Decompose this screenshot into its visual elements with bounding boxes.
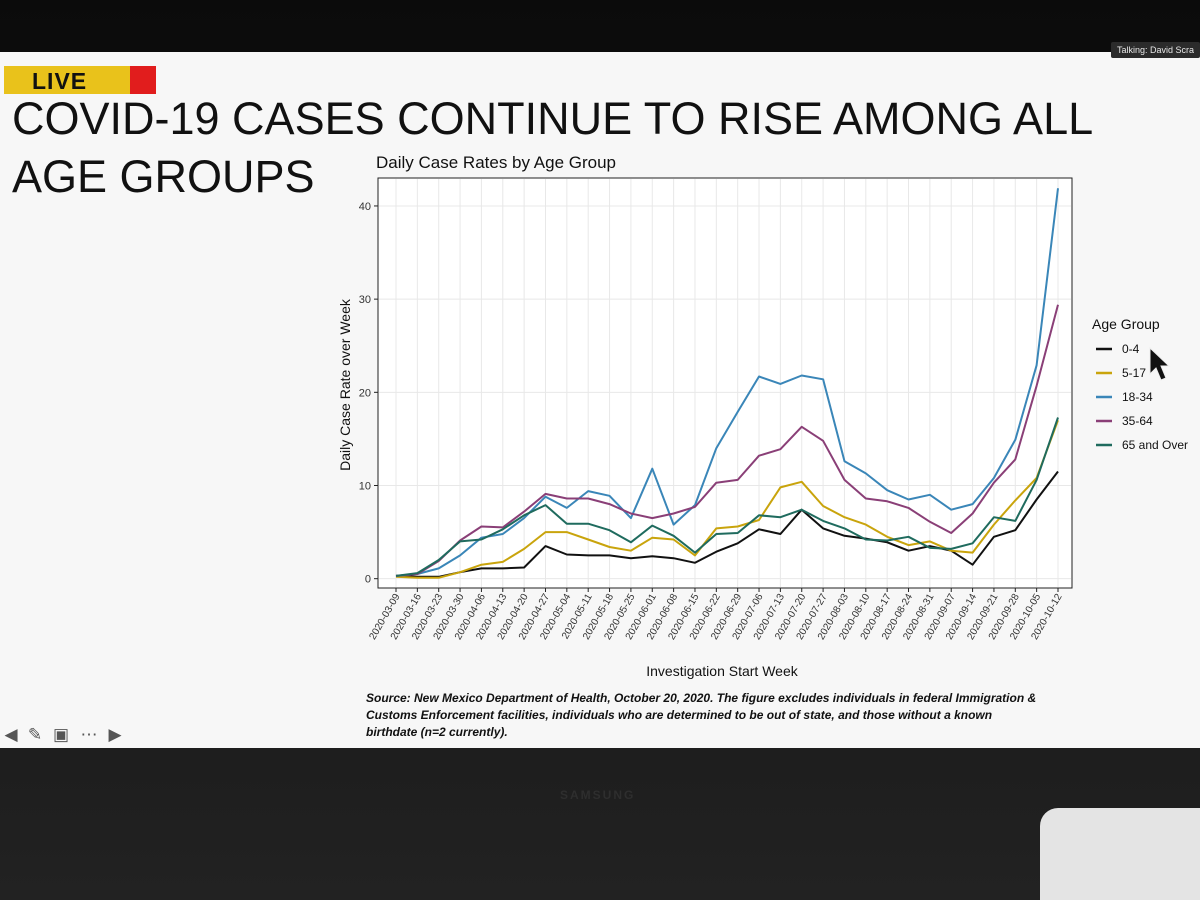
series-lines bbox=[395, 188, 1059, 579]
slide-title: COVID-19 CASES CONTINUE TO RISE AMONG AL… bbox=[12, 93, 1092, 202]
legend-label: 18-34 bbox=[1122, 390, 1153, 404]
x-axis-label: Investigation Start Week bbox=[646, 663, 798, 679]
y-axis-label: Daily Case Rate over Week bbox=[337, 298, 353, 471]
live-badge: LIVE bbox=[4, 66, 156, 94]
arrow-left-icon[interactable]: ◀ bbox=[4, 725, 18, 744]
legend: Age Group 0-4 5-17 18-34 35-64 65 and Over bbox=[1092, 316, 1188, 452]
legend-label: 0-4 bbox=[1122, 342, 1140, 356]
source-caption: Source: New Mexico Department of Health,… bbox=[366, 691, 1037, 739]
legend-items: 0-4 5-17 18-34 35-64 65 and Over bbox=[1096, 342, 1188, 452]
legend-label: 5-17 bbox=[1122, 366, 1146, 380]
series-line-65-and-over bbox=[395, 417, 1059, 577]
series-line-18-34 bbox=[395, 188, 1059, 577]
legend-label: 65 and Over bbox=[1122, 438, 1188, 452]
y-tick-label: 20 bbox=[359, 387, 371, 399]
y-tick-label: 30 bbox=[359, 294, 371, 306]
legend-label: 35-64 bbox=[1122, 414, 1153, 428]
pen-icon[interactable]: ✎ bbox=[27, 725, 43, 744]
y-tick-label: 10 bbox=[359, 481, 371, 493]
slides-icon[interactable]: ▣ bbox=[52, 725, 70, 744]
talking-indicator: Talking: David Scra bbox=[1110, 42, 1200, 58]
legend-title: Age Group bbox=[1092, 316, 1160, 332]
arrow-right-icon[interactable]: ▶ bbox=[108, 725, 122, 744]
y-tick-label: 40 bbox=[359, 201, 371, 213]
live-label: LIVE bbox=[32, 68, 88, 94]
grid-lines bbox=[379, 179, 1071, 587]
mouse-cursor-icon bbox=[1149, 346, 1171, 381]
y-axis-ticks: 0 10 20 30 40 bbox=[359, 201, 378, 586]
live-badge-red bbox=[130, 66, 156, 94]
bezel-brand-logo: SAMSUNG bbox=[560, 788, 636, 802]
series-line-35-64 bbox=[395, 304, 1059, 577]
more-icon[interactable]: ⋯ bbox=[80, 725, 98, 744]
slideshow-toolbar: ◀ ✎ ▣ ⋯ ▶ bbox=[0, 724, 140, 748]
x-axis-ticks: 2020-03-092020-03-162020-03-232020-03-30… bbox=[367, 588, 1065, 642]
y-tick-label: 0 bbox=[365, 574, 371, 586]
chart-title: Daily Case Rates by Age Group bbox=[376, 153, 616, 172]
plot-area bbox=[377, 177, 1073, 589]
live-badge-yellow bbox=[4, 66, 130, 94]
foreground-object bbox=[1040, 808, 1200, 900]
